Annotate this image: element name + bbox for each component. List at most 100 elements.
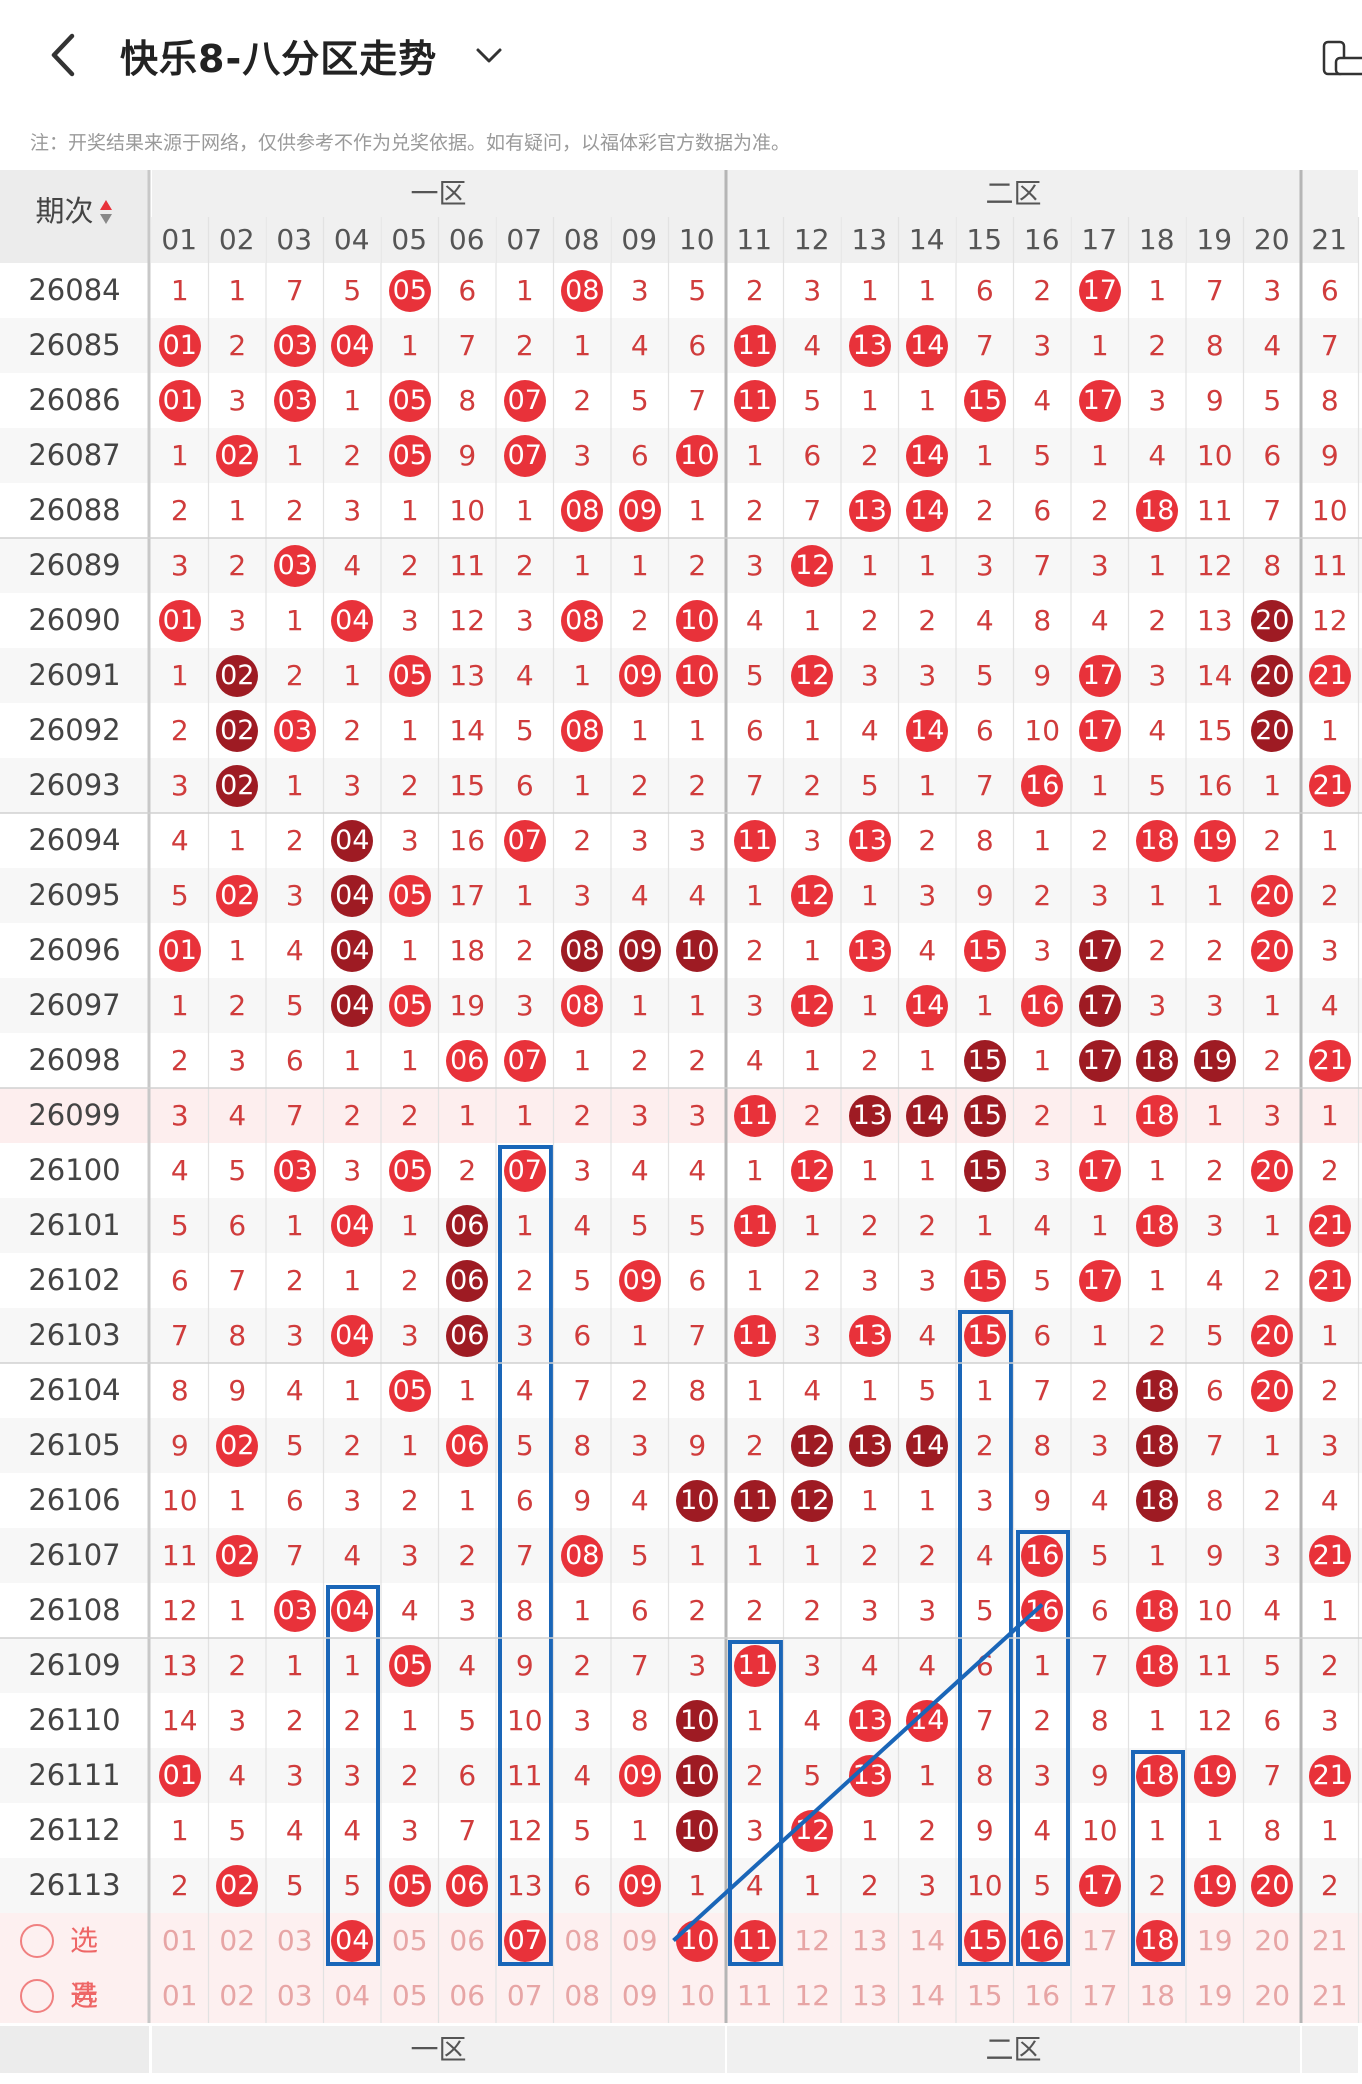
selectable-number[interactable]: 12 — [794, 1979, 831, 2012]
column-header[interactable]: 14 — [898, 217, 955, 263]
column-header[interactable]: 05 — [381, 217, 438, 263]
period-header[interactable]: 期次 — [0, 170, 149, 263]
omission-value: 1 — [458, 1374, 477, 1407]
column-header[interactable]: 16 — [1013, 217, 1070, 263]
selectable-number[interactable]: 06 — [449, 1979, 486, 2012]
selectable-number[interactable]: 02 — [219, 1979, 256, 2012]
omission-value: 2 — [860, 1539, 879, 1572]
selectable-number[interactable]: 18 — [1139, 1979, 1176, 2012]
selectable-number[interactable]: 08 — [564, 1924, 601, 1957]
drawn-number-ball: 01 — [158, 1754, 201, 1797]
back-arrow-icon[interactable] — [40, 30, 90, 80]
column-header[interactable]: 03 — [266, 217, 323, 263]
screen-rotate-icon[interactable] — [1320, 38, 1362, 78]
selectable-number[interactable]: 16 — [1024, 1979, 1061, 2012]
column-header[interactable]: 11 — [726, 217, 783, 263]
selectable-number[interactable]: 15 — [966, 1979, 1003, 2012]
omission-value: 7 — [515, 1539, 534, 1572]
select-label[interactable]: 选号 — [70, 1924, 99, 2012]
selectable-number[interactable]: 19 — [1196, 1924, 1233, 1957]
omission-value: 1 — [860, 1484, 879, 1517]
selectable-number[interactable]: 04 — [334, 1979, 371, 2012]
selectable-number[interactable]: 01 — [161, 1979, 198, 2012]
selected-number-ball[interactable]: 10 — [676, 1919, 719, 1962]
repeat-number-ball: 14 — [906, 1094, 949, 1137]
drawn-number-ball: 18 — [1136, 819, 1179, 862]
omission-value: 1 — [343, 1649, 362, 1682]
selectable-number[interactable]: 09 — [621, 1979, 658, 2012]
column-header[interactable]: 10 — [668, 217, 725, 263]
selectable-number[interactable]: 14 — [909, 1979, 946, 2012]
chevron-down-icon[interactable] — [472, 38, 506, 72]
column-header[interactable]: 07 — [496, 217, 553, 263]
selectable-number[interactable]: 03 — [276, 1924, 313, 1957]
omission-value: 1 — [228, 1594, 247, 1627]
issue-number: 26086 — [28, 383, 121, 417]
column-header[interactable]: 08 — [553, 217, 610, 263]
selectable-number[interactable]: 11 — [736, 1979, 773, 2012]
omission-value: 1 — [1263, 989, 1282, 1022]
selectable-number[interactable]: 21 — [1311, 1924, 1348, 1957]
selectable-number[interactable]: 01 — [161, 1924, 198, 1957]
selectable-number[interactable]: 19 — [1196, 1979, 1233, 2012]
selectable-number[interactable]: 05 — [391, 1979, 428, 2012]
omission-value: 8 — [573, 1429, 592, 1462]
omission-value: 1 — [400, 714, 419, 747]
column-header[interactable]: 19 — [1186, 217, 1243, 263]
drawn-number-ball: 13 — [848, 929, 891, 972]
selectable-number[interactable]: 14 — [909, 1924, 946, 1957]
selectable-number[interactable]: 17 — [1081, 1979, 1118, 2012]
selectable-number[interactable]: 20 — [1254, 1924, 1291, 1957]
omission-value: 6 — [458, 1759, 477, 1792]
column-header[interactable]: 15 — [956, 217, 1013, 263]
selectable-number[interactable]: 06 — [449, 1924, 486, 1957]
omission-value: 2 — [1205, 1154, 1224, 1187]
column-header[interactable]: 17 — [1071, 217, 1128, 263]
selectable-number[interactable]: 12 — [794, 1924, 831, 1957]
column-header[interactable]: 13 — [841, 217, 898, 263]
selectable-number[interactable]: 10 — [679, 1979, 716, 2012]
omission-value: 4 — [1263, 1594, 1282, 1627]
selectable-number[interactable]: 20 — [1254, 1979, 1291, 2012]
column-header[interactable]: 18 — [1128, 217, 1185, 263]
column-header[interactable]: 01 — [151, 217, 208, 263]
omission-value: 2 — [343, 1704, 362, 1737]
column-header[interactable]: 06 — [438, 217, 495, 263]
column-header[interactable]: 12 — [783, 217, 840, 263]
selected-number-ball[interactable]: 18 — [1136, 1919, 1179, 1962]
select-radio[interactable] — [20, 1924, 54, 1958]
selected-number-ball[interactable]: 07 — [503, 1919, 546, 1962]
sort-icon[interactable] — [98, 198, 114, 228]
selectable-number[interactable]: 08 — [564, 1979, 601, 2012]
selectable-number[interactable]: 21 — [1311, 1979, 1348, 2012]
omission-value: 4 — [1033, 384, 1052, 417]
selectable-number[interactable]: 13 — [851, 1924, 888, 1957]
selectable-number[interactable]: 03 — [276, 1979, 313, 2012]
selectable-number[interactable]: 02 — [219, 1924, 256, 1957]
omission-value: 1 — [1320, 824, 1339, 857]
repeat-number-ball: 04 — [331, 984, 374, 1027]
omission-value: 6 — [1033, 1319, 1052, 1352]
column-header[interactable]: 21 — [1301, 217, 1358, 263]
omission-value: 2 — [918, 1539, 937, 1572]
page-title[interactable]: 快乐8-八分区走势 — [120, 37, 438, 81]
omission-value: 2 — [860, 1209, 879, 1242]
omission-value: 1 — [228, 824, 247, 857]
select-radio[interactable] — [20, 1979, 54, 2013]
selectable-number[interactable]: 05 — [391, 1924, 428, 1957]
column-header[interactable]: 09 — [611, 217, 668, 263]
omission-value: 15 — [449, 769, 486, 802]
selectable-number[interactable]: 07 — [506, 1979, 543, 2012]
selectable-number[interactable]: 13 — [851, 1979, 888, 2012]
column-header[interactable]: 20 — [1243, 217, 1300, 263]
trend-table[interactable]: 期次 一区 二区 01 02 03 04 05 06 07 08 09 10 11 12 13 14 15 16 17… — [0, 170, 1362, 2084]
column-header[interactable]: 02 — [208, 217, 265, 263]
repeat-number-ball: 19 — [1193, 1039, 1236, 1082]
drawn-number-ball: 11 — [733, 1094, 776, 1137]
selectable-number[interactable]: 17 — [1081, 1924, 1118, 1957]
omission-value: 8 — [1205, 329, 1224, 362]
selectable-number[interactable]: 09 — [621, 1924, 658, 1957]
column-header[interactable]: 04 — [323, 217, 380, 263]
selected-number-ball[interactable]: 04 — [331, 1919, 374, 1962]
omission-value: 7 — [1263, 1759, 1282, 1792]
